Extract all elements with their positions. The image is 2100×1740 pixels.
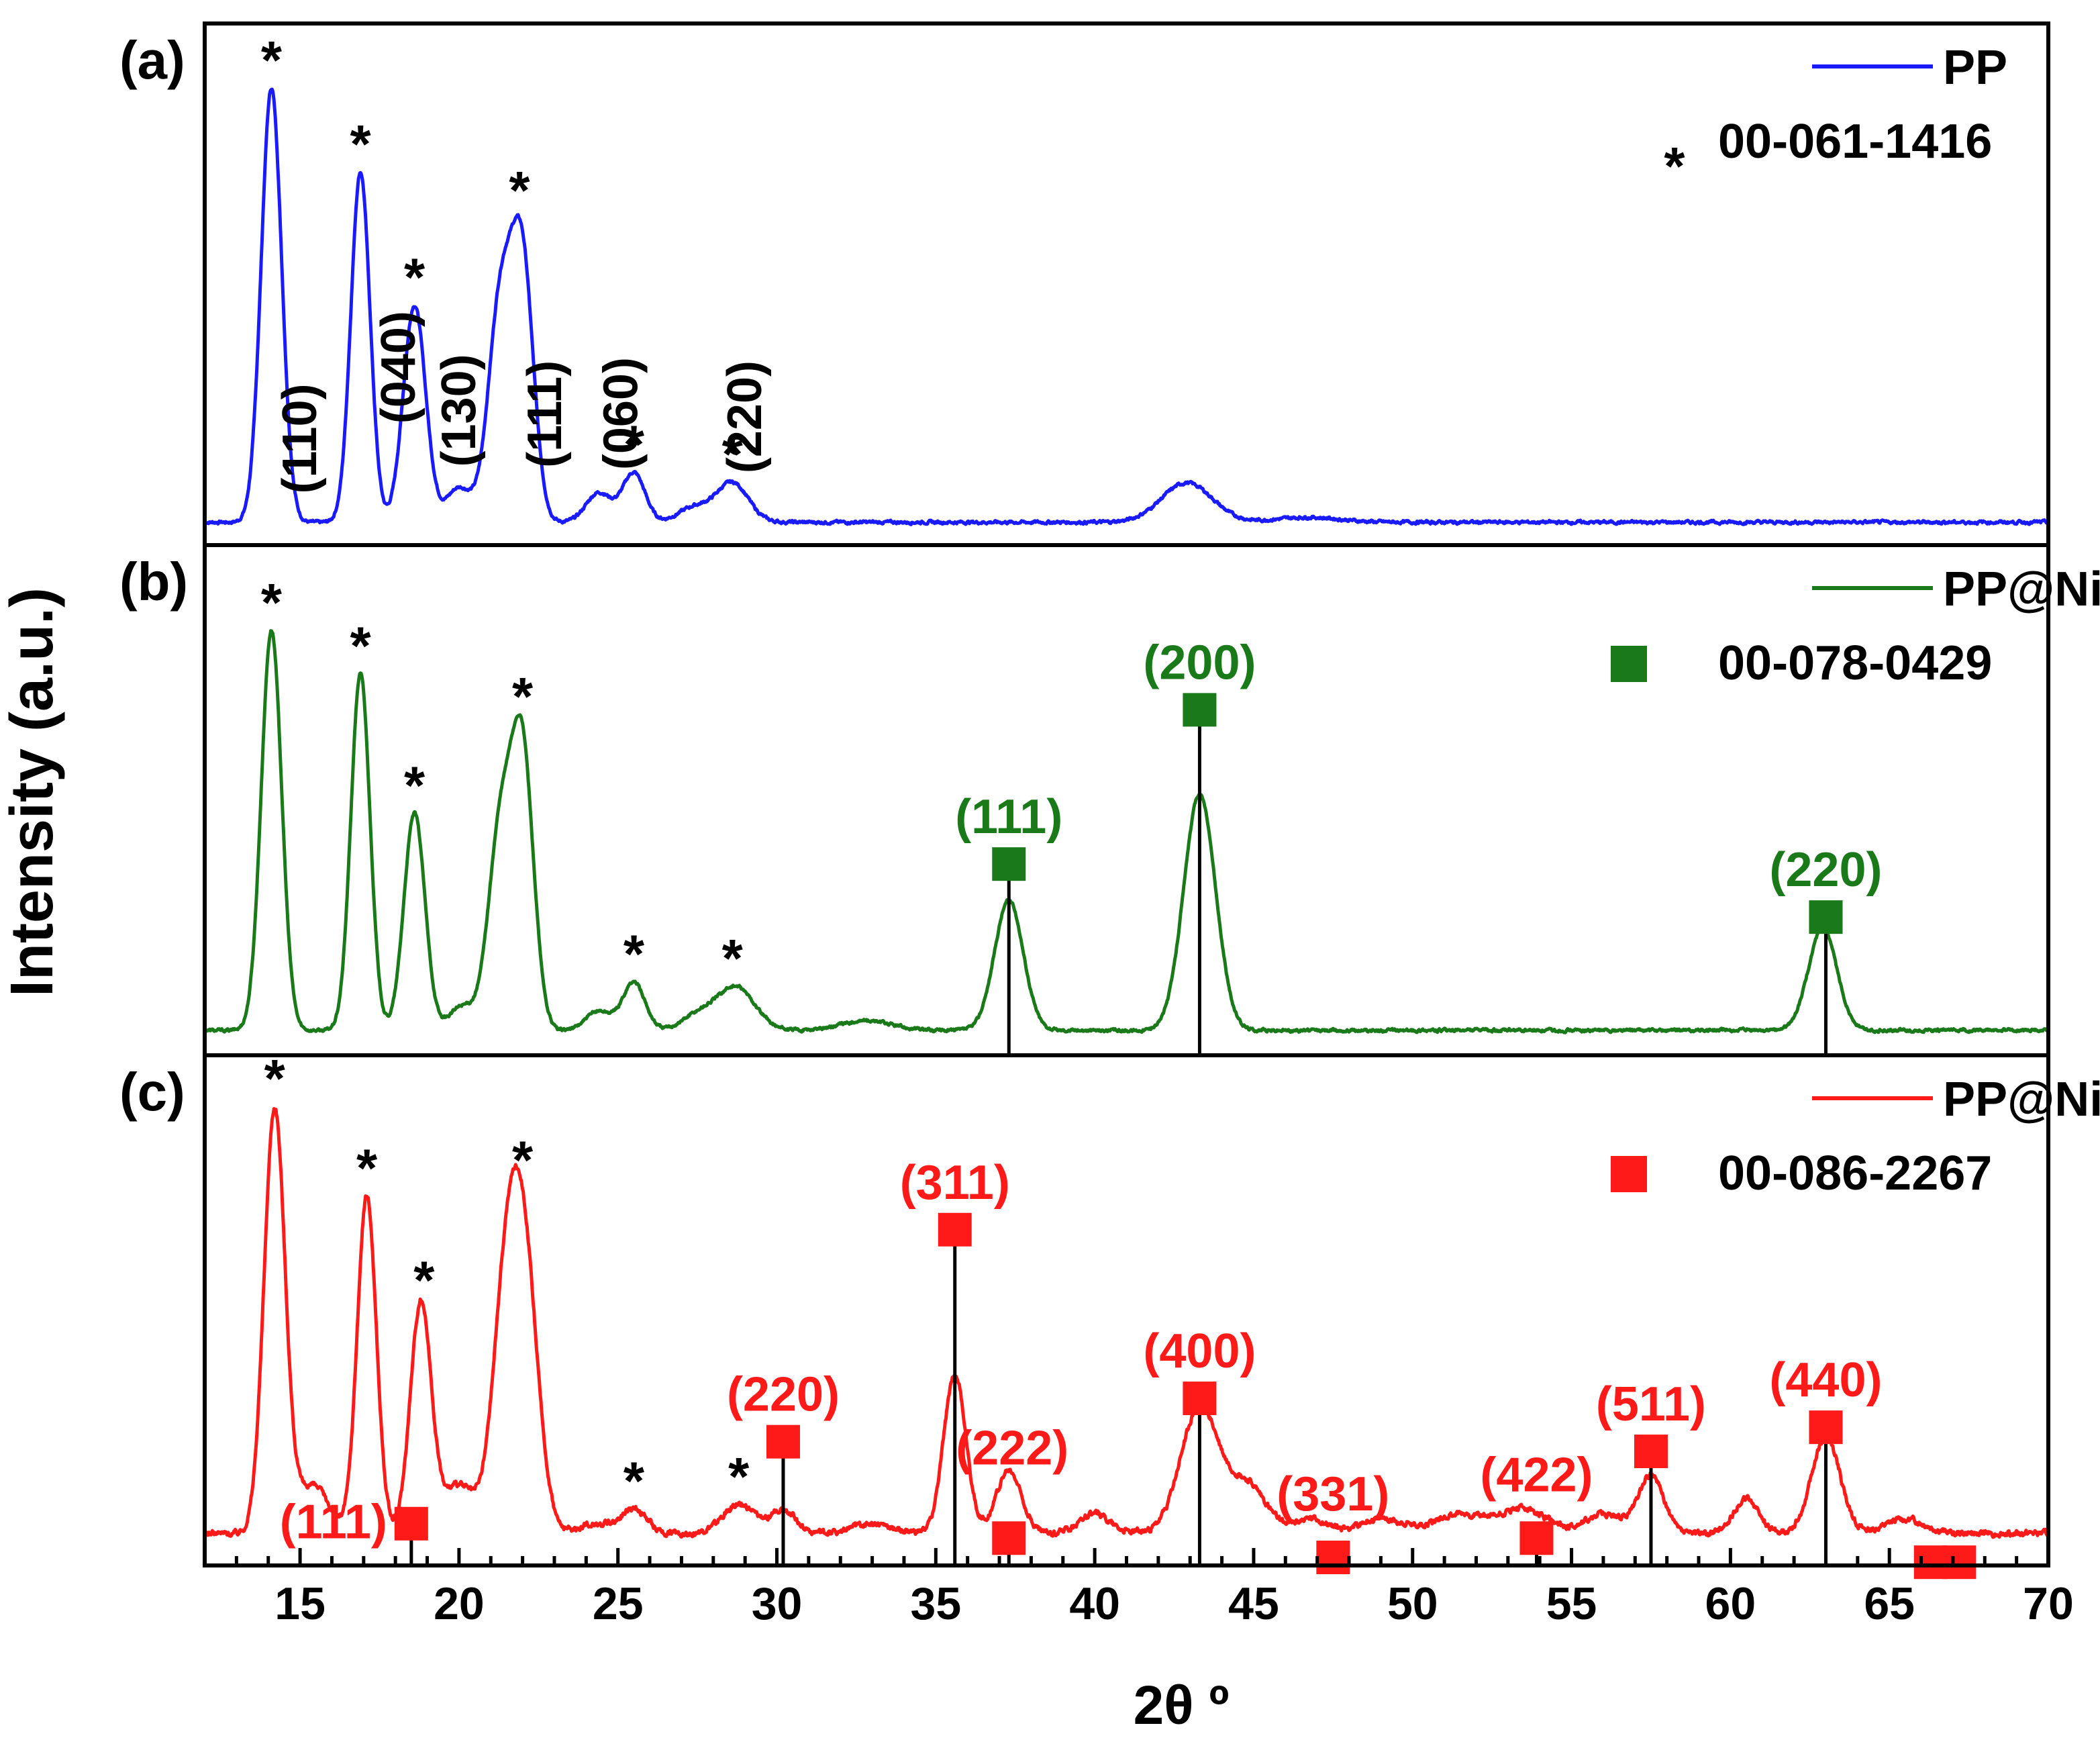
x-tick-label: 50: [1387, 1578, 1438, 1629]
x-tick-label: 40: [1069, 1578, 1120, 1629]
panel-b: * * * * * * (111) (200) (220) (b) PP@NiO 00-078-042…: [119, 552, 2100, 1055]
miller-index-label: (220): [718, 360, 772, 473]
panel-label: (c): [119, 1062, 185, 1122]
legend-a: PP * 00-061-1416: [1664, 41, 2007, 196]
x-tick-label: 55: [1546, 1578, 1597, 1629]
miller-index-label: (220): [1769, 843, 1882, 897]
peak-star-marker: *: [413, 1251, 435, 1310]
miller-index-label: (111): [518, 360, 572, 468]
peak-star-marker: *: [623, 414, 645, 474]
series-line-b: [203, 629, 2050, 1034]
legend-reference-code: 00-061-1416: [1718, 115, 1992, 168]
plot-frame: [203, 21, 2050, 1567]
miller-index-label: (422): [1480, 1448, 1593, 1502]
x-tick-label: 15: [274, 1578, 326, 1629]
x-tick-label: 45: [1228, 1578, 1279, 1629]
miller-index-label: (111): [280, 1496, 387, 1549]
legend-reference-code: 00-086-2267: [1718, 1147, 1992, 1200]
miller-index-label: (331): [1277, 1467, 1389, 1521]
peak-star-marker: *: [512, 1130, 534, 1190]
reference-square-marker: [1634, 1435, 1668, 1469]
series-line-c: [203, 1107, 2050, 1539]
reference-square-marker: [992, 1521, 1026, 1555]
reference-square-marker: [1183, 1382, 1217, 1416]
reference-square-marker: [1316, 1541, 1350, 1574]
reference-square-marker: [1913, 1545, 1948, 1580]
miller-index-label: (220): [727, 1368, 840, 1422]
reference-square-marker: [766, 1424, 800, 1459]
panels-layer: * * * * * * (110) (040) (130) (111) (060) (220) (a) P…: [119, 30, 2100, 1580]
peak-star-marker: *: [356, 1138, 378, 1198]
peak-star-marker: *: [722, 424, 744, 484]
series-line-a: [203, 87, 2050, 526]
peak-star-marker: *: [623, 924, 645, 983]
peak-star-marker: *: [509, 160, 530, 220]
peak-star-marker: *: [350, 114, 372, 174]
legend-series-label: PP@NiFe2O4: [1943, 1073, 2100, 1133]
legend-star-marker: *: [1664, 136, 1685, 196]
miller-index-label: (440): [1769, 1353, 1882, 1407]
legend-square-marker: [1611, 646, 1647, 682]
legend-series-label: PP: [1943, 41, 2007, 95]
miller-index-label: (110): [273, 383, 327, 493]
x-tick-label: 35: [911, 1578, 962, 1629]
miller-index-label: (222): [956, 1421, 1068, 1475]
peak-star-marker: *: [404, 756, 426, 816]
peak-star-marker: *: [261, 573, 283, 632]
panel-c: * * * * * * (111) (220) (311) (222) (400) (331) (422…: [119, 1049, 2100, 1580]
x-tick-label: 65: [1864, 1578, 1915, 1629]
miller-index-label: (511): [1596, 1378, 1706, 1431]
panel-label: (a): [119, 30, 185, 90]
miller-index-label: (311): [900, 1156, 1010, 1210]
x-axis-label: 2θ º: [1134, 1675, 1230, 1736]
peak-star-marker: *: [261, 30, 283, 90]
legend-b: PP@NiO 00-078-0429: [1611, 563, 2100, 690]
miller-index-label: (060): [594, 357, 648, 470]
peak-star-marker: *: [722, 928, 744, 988]
x-tick-label: 30: [752, 1578, 803, 1629]
legend-square-marker: [1611, 1156, 1647, 1192]
miller-index-label: (111): [955, 790, 1062, 844]
peak-star-marker: *: [404, 247, 426, 307]
peak-star-marker: *: [512, 667, 534, 726]
x-axis: 15 20 25 30 35 40 45 50 55 60 65 70: [234, 1548, 2074, 1629]
reference-square-marker: [1809, 900, 1843, 934]
miller-index-label: (200): [1143, 636, 1256, 689]
reference-square-marker: [1942, 1545, 1977, 1580]
miller-index-label: (400): [1143, 1324, 1256, 1378]
miller-index-label: (040): [372, 311, 426, 424]
x-tick-label: 60: [1705, 1578, 1756, 1629]
x-tick-label: 25: [593, 1578, 644, 1629]
miller-index-label: (130): [432, 354, 486, 467]
legend-series-label: PP@NiO: [1943, 563, 2100, 616]
x-tick-label: 70: [2023, 1578, 2074, 1629]
peak-star-marker: *: [623, 1451, 645, 1510]
peak-star-marker: *: [350, 616, 372, 676]
legend-c: PP@NiFe2O4 00-086-2267: [1611, 1073, 2100, 1200]
plot-border: [203, 21, 2050, 1567]
panel-label: (b): [119, 552, 188, 612]
peak-star-marker: *: [728, 1447, 750, 1506]
legend-reference-code: 00-078-0429: [1718, 636, 1992, 690]
reference-square-marker: [394, 1506, 428, 1541]
panel-a: * * * * * * (110) (040) (130) (111) (060) (220) (a) P…: [119, 30, 2050, 526]
peak-star-marker: *: [264, 1049, 286, 1108]
reference-square-marker: [1183, 693, 1217, 727]
reference-square-marker: [992, 847, 1026, 881]
x-tick-label: 20: [434, 1578, 485, 1629]
reference-square-marker: [1519, 1521, 1554, 1555]
y-axis-label: Intensity (a.u.): [0, 587, 66, 997]
reference-square-marker: [1809, 1410, 1843, 1445]
reference-square-marker: [938, 1212, 972, 1247]
